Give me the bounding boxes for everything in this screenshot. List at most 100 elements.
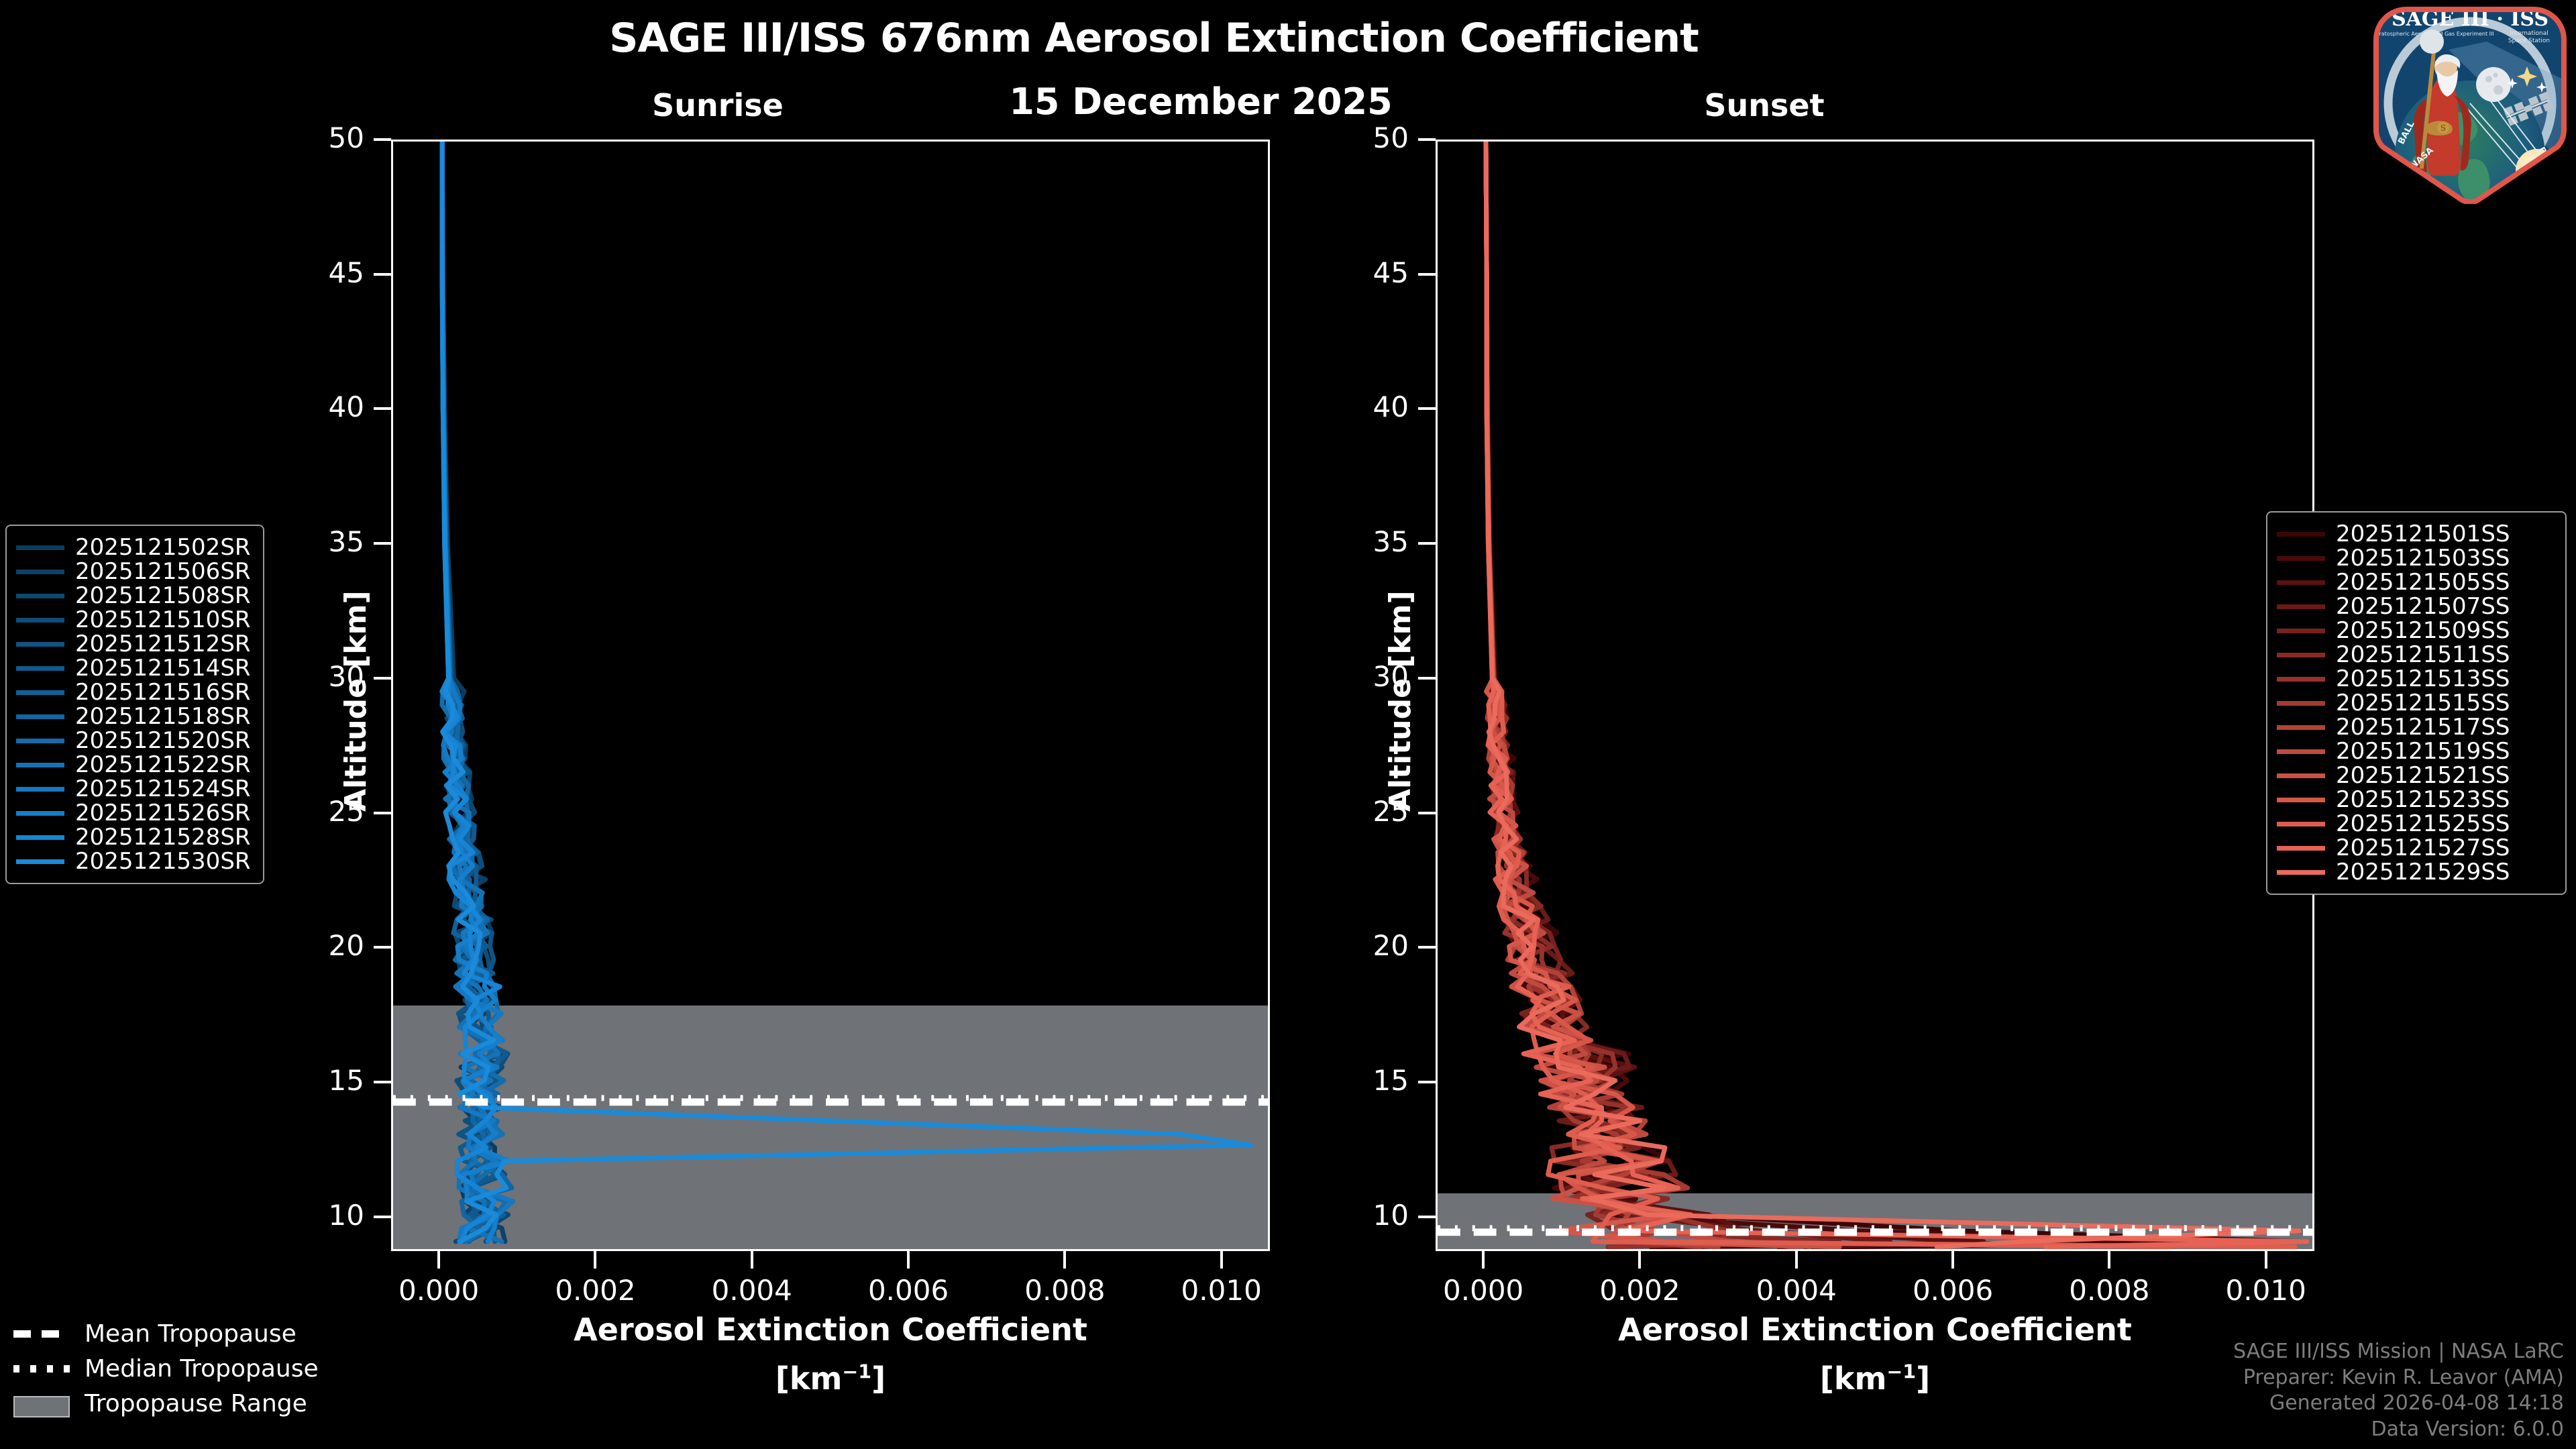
legend-color-swatch: [2277, 676, 2325, 682]
legend-label: 2025121528SR: [75, 824, 251, 851]
legend-row[interactable]: 2025121530SR: [16, 848, 251, 875]
legend-color-swatch: [2277, 604, 2325, 609]
y-tick-label: 45: [1373, 256, 1409, 289]
legend-row[interactable]: 2025121514SR: [16, 655, 251, 682]
legend-label: 2025121529SS: [2336, 859, 2510, 885]
legend-row[interactable]: 2025121528SR: [16, 824, 251, 851]
legend-row[interactable]: 2025121503SS: [2277, 545, 2553, 572]
legend-color-swatch: [2277, 749, 2325, 754]
footer-metadata: SAGE III/ISS Mission | NASA LaRC Prepare…: [2233, 1339, 2564, 1442]
y-tick-mark: [374, 1215, 391, 1218]
filled-band-icon: [13, 1396, 70, 1417]
legend-row[interactable]: 2025121510SR: [16, 606, 251, 633]
y-tick-mark: [374, 946, 391, 949]
x-tick-label: 0.002: [1599, 1274, 1680, 1307]
y-tick-mark: [374, 138, 391, 141]
legend-row[interactable]: 2025121515SS: [2277, 690, 2553, 716]
legend-row[interactable]: 2025121501SS: [2277, 521, 2553, 547]
y-tick-mark: [1418, 138, 1436, 141]
y-tick-mark: [1418, 407, 1436, 411]
legend-color-swatch: [16, 641, 64, 647]
legend-row[interactable]: 2025121506SR: [16, 558, 251, 585]
legend-row[interactable]: 2025121527SS: [2277, 835, 2553, 861]
y-tick-label: 45: [328, 256, 364, 289]
legend-color-swatch: [16, 835, 64, 840]
y-tick-label: 25: [328, 794, 364, 828]
legend-label-median-tropopause: Median Tropopause: [85, 1354, 319, 1383]
legend-row[interactable]: 2025121526SR: [16, 800, 251, 826]
legend-color-swatch: [2277, 724, 2325, 730]
legend-label: 2025121503SS: [2336, 545, 2510, 572]
x-tick-mark: [2264, 1251, 2267, 1269]
sunrise-plot-canvas: [393, 142, 1268, 1249]
legend-row[interactable]: 2025121511SS: [2277, 641, 2553, 668]
legend-row[interactable]: 2025121512SR: [16, 631, 251, 657]
y-tick-mark: [1418, 1215, 1436, 1218]
legend-label: 2025121509SS: [2336, 617, 2510, 644]
y-tick-label: 10: [1373, 1198, 1409, 1232]
legend-row[interactable]: 2025121507SS: [2277, 593, 2553, 620]
legend-color-swatch: [16, 859, 64, 864]
legend-row[interactable]: 2025121519SS: [2277, 738, 2553, 765]
sunrise-plot-panel: [391, 140, 1270, 1251]
y-tick-label: 20: [328, 929, 364, 963]
legend-label: 2025121519SS: [2336, 738, 2510, 765]
legend-row[interactable]: 2025121502SR: [16, 534, 251, 561]
legend-label: 2025121518SR: [75, 703, 251, 730]
legend-row[interactable]: 2025121524SR: [16, 775, 251, 802]
legend-color-swatch: [16, 545, 64, 550]
date-subtitle: 15 December 2025: [1009, 80, 1393, 123]
legend-row[interactable]: 2025121505SS: [2277, 569, 2553, 596]
legend-row-median-tropopause: Median Tropopause: [13, 1351, 362, 1386]
profile-line: [439, 142, 1253, 1244]
legend-row[interactable]: 2025121517SS: [2277, 714, 2553, 741]
legend-row[interactable]: 2025121529SS: [2277, 859, 2553, 885]
x-tick-label: 0.010: [2225, 1274, 2306, 1307]
x-tick-label: 0.010: [1181, 1274, 1262, 1307]
legend-row-tropopause-range: Tropopause Range: [13, 1386, 362, 1421]
sunset-plot-panel: [1436, 140, 2314, 1251]
profile-line: [1483, 142, 2302, 1249]
y-tick-mark: [1418, 811, 1436, 814]
x-tick-label: 0.008: [2069, 1274, 2150, 1307]
legend-label: 2025121514SR: [75, 655, 251, 682]
legend-row[interactable]: 2025121516SR: [16, 679, 251, 706]
legend-label: 2025121526SR: [75, 800, 251, 826]
legend-row[interactable]: 2025121508SR: [16, 582, 251, 609]
y-tick-label: 15: [1373, 1063, 1409, 1097]
legend-label: 2025121523SS: [2336, 786, 2510, 813]
y-tick-label: 35: [1373, 525, 1409, 559]
x-tick-label: 0.006: [1912, 1274, 1994, 1307]
sunset-x-axis-label: Aerosol Extinction Coefficient: [1618, 1311, 2132, 1348]
legend-color-swatch: [2277, 845, 2325, 851]
sunset-plot-canvas: [1438, 142, 2312, 1249]
legend-label: 2025121502SR: [75, 534, 251, 561]
legend-label: 2025121516SR: [75, 679, 251, 706]
svg-text:S: S: [2440, 123, 2446, 133]
legend-label: 2025121522SR: [75, 751, 251, 778]
x-tick-mark: [1482, 1251, 1485, 1269]
legend-color-swatch: [2277, 652, 2325, 657]
y-tick-mark: [1418, 676, 1436, 680]
y-tick-label: 20: [1373, 929, 1409, 963]
y-tick-mark: [374, 407, 391, 411]
legend-color-swatch: [16, 762, 64, 767]
sunset-x-axis-units: [km−1]: [1436, 1360, 2314, 1397]
sunrise-x-units-base: [km: [775, 1360, 843, 1397]
legend-row[interactable]: 2025121521SS: [2277, 762, 2553, 789]
legend-row[interactable]: 2025121525SS: [2277, 810, 2553, 837]
legend-row[interactable]: 2025121518SR: [16, 703, 251, 730]
sunset-series-legend[interactable]: 2025121501SS 2025121503SS 2025121505SS 2025…: [2266, 511, 2567, 895]
x-tick-label: 0.004: [711, 1274, 792, 1307]
legend-row[interactable]: 2025121520SR: [16, 727, 251, 754]
legend-row[interactable]: 2025121522SR: [16, 751, 251, 778]
sunrise-series-legend[interactable]: 2025121502SR 2025121506SR 2025121508SR 2025…: [5, 525, 264, 884]
y-tick-mark: [374, 676, 391, 680]
legend-row[interactable]: 2025121509SS: [2277, 617, 2553, 644]
y-tick-label: 35: [328, 525, 364, 559]
legend-label: 2025121507SS: [2336, 593, 2510, 620]
legend-row[interactable]: 2025121513SS: [2277, 665, 2553, 692]
legend-row[interactable]: 2025121523SS: [2277, 786, 2553, 813]
sunset-panel-title: Sunset: [1704, 87, 1825, 123]
